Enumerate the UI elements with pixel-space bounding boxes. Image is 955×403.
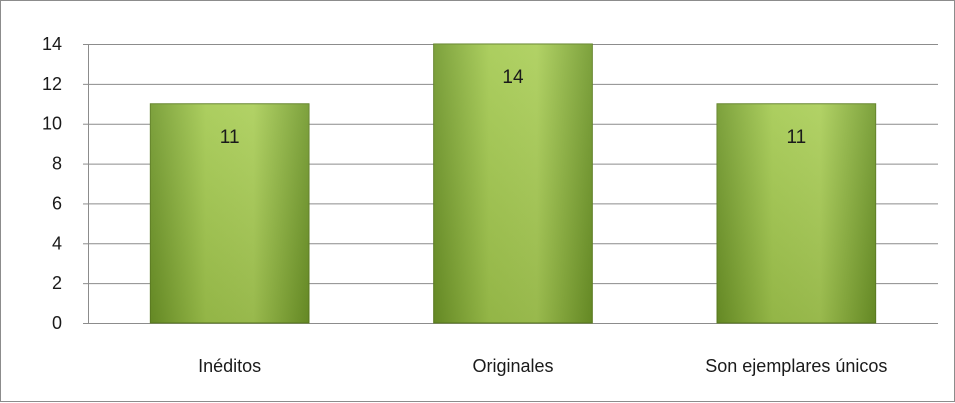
x-category-label: Originales [472,356,553,376]
data-label: 11 [220,127,240,148]
y-tick-label: 6 [52,193,62,213]
x-axis-labels: Inéditos Originales Son ejemplares únicos [198,356,887,376]
y-tick-label: 10 [42,114,62,134]
y-tick-label: 0 [52,313,62,333]
y-tick-label: 14 [42,34,62,54]
y-axis-ticks: 0 2 4 6 8 10 12 14 [42,34,62,333]
data-label: 14 [502,67,524,88]
x-category-label: Son ejemplares únicos [705,356,887,376]
bar [433,43,593,324]
y-tick-label: 8 [52,154,62,174]
bars: 11 14 11 [149,43,877,324]
bar [149,103,310,324]
y-tick-label: 4 [52,233,62,253]
data-label: 11 [786,127,806,148]
bar [716,103,877,324]
y-tick-label: 12 [42,74,62,94]
y-tick-label: 2 [52,273,62,293]
x-category-label: Inéditos [198,356,261,376]
